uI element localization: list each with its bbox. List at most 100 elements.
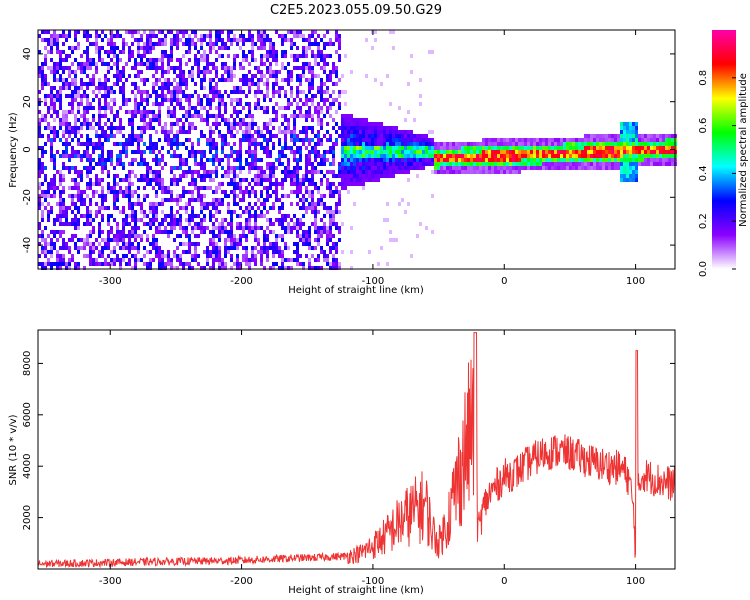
heatmap-cell [467, 146, 470, 150]
heatmap-cell [59, 202, 62, 206]
heatmap-cell [197, 38, 200, 42]
heatmap-cell [215, 114, 218, 118]
heatmap-cell [209, 50, 212, 54]
heatmap-cell [248, 182, 251, 186]
heatmap-cell [374, 78, 377, 82]
heatmap-cell [281, 62, 284, 66]
heatmap-cell [260, 166, 263, 170]
heatmap-cell [233, 106, 236, 110]
heatmap-cell [242, 42, 245, 46]
heatmap-cell [650, 158, 653, 162]
heatmap-cell [173, 94, 176, 98]
heatmap-cell [227, 194, 230, 198]
heatmap-cell [248, 78, 251, 82]
heatmap-cell [107, 150, 110, 154]
heatmap-cell [239, 170, 242, 174]
heatmap-cell [44, 126, 47, 130]
heatmap-cell [164, 230, 167, 234]
heatmap-cell [338, 226, 341, 230]
heatmap-cell [509, 150, 512, 154]
heatmap-cell [122, 102, 125, 106]
heatmap-cell [512, 150, 515, 154]
heatmap-cell [194, 90, 197, 94]
heatmap-cell [170, 46, 173, 50]
heatmap-cell [44, 82, 47, 86]
heatmap-cell [266, 150, 269, 154]
heatmap-cell [407, 166, 410, 170]
heatmap-cell [155, 218, 158, 222]
heatmap-cell [200, 58, 203, 62]
heatmap-cell [416, 146, 419, 150]
heatmap-cell [125, 154, 128, 158]
heatmap-cell [317, 74, 320, 78]
heatmap-cell [56, 38, 59, 42]
heatmap-cell [140, 98, 143, 102]
heatmap-cell [341, 186, 344, 190]
heatmap-cell [203, 266, 206, 270]
heatmap-cell [425, 154, 428, 158]
heatmap-cell [185, 30, 188, 34]
heatmap-cell [227, 54, 230, 58]
heatmap-cell [335, 30, 338, 34]
heatmap-cell [215, 42, 218, 46]
heatmap-cell [272, 134, 275, 138]
heatmap-cell [320, 90, 323, 94]
heatmap-cell [74, 206, 77, 210]
heatmap-cell [113, 206, 116, 210]
heatmap-cell [431, 162, 434, 166]
heatmap-cell [227, 162, 230, 166]
heatmap-cell [113, 174, 116, 178]
heatmap-cell [317, 238, 320, 242]
heatmap-cell [236, 114, 239, 118]
heatmap-cell [317, 266, 320, 270]
heatmap-cell [281, 154, 284, 158]
heatmap-cell [269, 74, 272, 78]
heatmap-cell [176, 166, 179, 170]
heatmap-cell [245, 190, 248, 194]
heatmap-cell [335, 110, 338, 114]
heatmap-cell [161, 90, 164, 94]
heatmap-cell [212, 222, 215, 226]
heatmap-cell [164, 190, 167, 194]
heatmap-cell [203, 86, 206, 90]
heatmap-cell [122, 50, 125, 54]
heatmap-cell [308, 266, 311, 270]
heatmap-cell [188, 38, 191, 42]
heatmap-cell [368, 142, 371, 146]
heatmap-cell [353, 154, 356, 158]
heatmap-cell [572, 158, 575, 162]
heatmap-cell [296, 158, 299, 162]
heatmap-cell [161, 130, 164, 134]
heatmap-cell [50, 154, 53, 158]
heatmap-cell [275, 54, 278, 58]
heatmap-cell [284, 130, 287, 134]
heatmap-cell [335, 98, 338, 102]
heatmap-cell [71, 110, 74, 114]
heatmap-cell [203, 118, 206, 122]
heatmap-cell [56, 110, 59, 114]
heatmap-cell [257, 250, 260, 254]
heatmap-cell [317, 242, 320, 246]
heatmap-cell [164, 162, 167, 166]
heatmap-cell [41, 114, 44, 118]
heatmap-cell [179, 70, 182, 74]
heatmap-cell [308, 182, 311, 186]
heatmap-cell [176, 74, 179, 78]
heatmap-cell [116, 34, 119, 38]
heatmap-cell [233, 58, 236, 62]
heatmap-cell [44, 94, 47, 98]
heatmap-cell [152, 142, 155, 146]
heatmap-cell [158, 258, 161, 262]
heatmap-cell [230, 66, 233, 70]
heatmap-cell [158, 94, 161, 98]
heatmap-cell [332, 190, 335, 194]
heatmap-cell [152, 86, 155, 90]
heatmap-cell [338, 134, 341, 138]
heatmap-cell [362, 130, 365, 134]
heatmap-cell [89, 42, 92, 46]
heatmap-cell [209, 42, 212, 46]
heatmap-cell [71, 106, 74, 110]
heatmap-cell [167, 106, 170, 110]
heatmap-cell [164, 70, 167, 74]
heatmap-cell [296, 86, 299, 90]
